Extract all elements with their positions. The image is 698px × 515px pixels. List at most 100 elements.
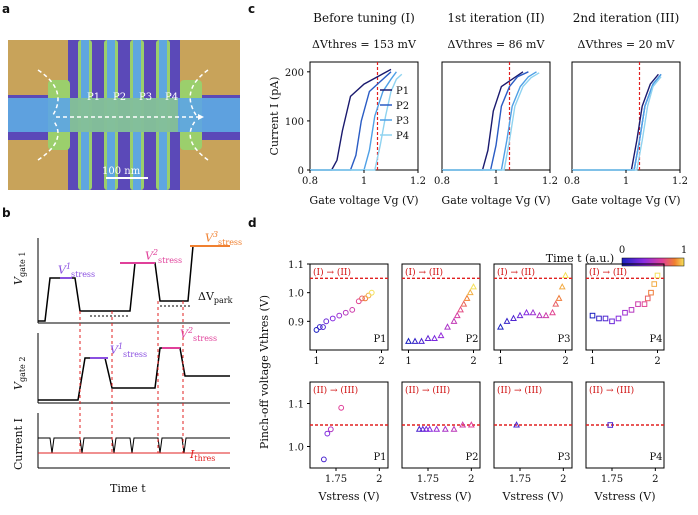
plot-c-ytick-label: 0 bbox=[298, 166, 304, 177]
gate2-stress2-label: V2stress bbox=[180, 326, 218, 343]
panel-letter-a: a bbox=[2, 2, 11, 16]
plot-d-ytick-label: 1.1 bbox=[288, 260, 304, 271]
plot-d-xtick-label: 1.75 bbox=[509, 474, 531, 485]
plot-c1-series-P3 bbox=[310, 71, 397, 171]
gate1-trace bbox=[38, 245, 230, 322]
plot-d-gate-label: P4 bbox=[649, 452, 662, 463]
plot-d-xtick-label: 1 bbox=[405, 356, 411, 367]
plot-d-xtick-label: 1.75 bbox=[601, 474, 623, 485]
plot-d-r1c2-frame bbox=[401, 263, 481, 351]
scale-bar-label: 100 nm bbox=[102, 166, 141, 177]
plot-d-xlabel: Vstress (V) bbox=[593, 490, 655, 503]
data-point bbox=[450, 425, 458, 432]
data-point bbox=[359, 295, 365, 302]
plot-c1-delta: ΔVthres = 153 mV bbox=[312, 38, 417, 51]
plot-c2-series-P2 bbox=[442, 71, 529, 171]
plot-c3-series-P2 bbox=[572, 73, 662, 171]
plot-d-xlabel: Vstress (V) bbox=[409, 490, 471, 503]
data-point bbox=[596, 315, 602, 322]
legend-label-P1: P1 bbox=[396, 86, 409, 97]
data-point bbox=[654, 272, 661, 279]
data-point bbox=[644, 295, 651, 302]
data-point bbox=[542, 311, 550, 319]
plot-d-gate-label: P1 bbox=[373, 334, 386, 345]
dv-park-label: ΔVpark bbox=[198, 290, 233, 306]
plot-d-gate-label: P2 bbox=[465, 452, 478, 463]
data-point bbox=[460, 300, 468, 307]
data-point bbox=[433, 425, 441, 432]
plot-c2-delta: ΔVthres = 86 mV bbox=[448, 38, 546, 51]
data-point bbox=[558, 283, 566, 290]
plot-c3-title: 2nd iteration (III) bbox=[573, 11, 680, 25]
plot-d-tag: (II) → (III) bbox=[589, 385, 634, 396]
data-point bbox=[628, 307, 635, 313]
data-point bbox=[562, 271, 569, 278]
gate-label-p3: P3 bbox=[139, 92, 153, 103]
plot-c2-title: 1st iteration (II) bbox=[447, 11, 544, 25]
data-point bbox=[405, 337, 412, 344]
gate1-axis-label: Vgate 1 bbox=[12, 251, 28, 285]
data-point bbox=[463, 294, 471, 301]
plot-c1-series-P1 bbox=[310, 68, 392, 171]
data-point bbox=[426, 425, 434, 432]
legend-label-P3: P3 bbox=[396, 116, 409, 127]
plot-c1-title: Before tuning (I) bbox=[313, 11, 415, 25]
panel-d-plots: Time t (a.u.) 0 1 (I) → (II) P1 1 2 0.9 1.0 1.1 (I… bbox=[258, 245, 687, 503]
gate2-stress1-label: V1stress bbox=[110, 342, 148, 359]
current-trace bbox=[38, 437, 230, 454]
plot-d-xtick-label: 2 bbox=[562, 356, 568, 367]
gate1-stress1-label: V1stress bbox=[58, 262, 96, 279]
data-point bbox=[450, 317, 458, 324]
plot-d-xtick-label: 1.75 bbox=[417, 474, 439, 485]
plot-d-tag: (I) → (II) bbox=[313, 267, 351, 278]
plot-d-xtick-label: 2 bbox=[652, 474, 658, 485]
plot-d-xlabel: Vstress (V) bbox=[501, 490, 563, 503]
data-point bbox=[444, 323, 451, 330]
plot-d-xtick-label: 2 bbox=[654, 356, 660, 367]
plot-c3-series-P3 bbox=[572, 73, 662, 171]
data-point bbox=[516, 311, 524, 319]
data-point bbox=[466, 288, 474, 296]
data-point bbox=[437, 331, 445, 339]
plot-d-tag: (II) → (III) bbox=[405, 385, 450, 396]
data-point bbox=[467, 421, 475, 428]
data-point bbox=[323, 318, 330, 325]
plot-d-tag: (I) → (II) bbox=[497, 267, 535, 278]
data-point bbox=[513, 421, 520, 428]
data-point bbox=[362, 295, 369, 302]
plot-c-ytick-label: 100 bbox=[285, 117, 304, 128]
plot-d-gate-label: P3 bbox=[557, 452, 570, 463]
data-point bbox=[648, 289, 654, 296]
colorbar-label: Time t (a.u.) bbox=[546, 252, 614, 265]
plot-d-ytick-label: 1.0 bbox=[288, 443, 304, 454]
data-point bbox=[355, 298, 362, 305]
panel-letter-c: c bbox=[248, 2, 256, 16]
data-point bbox=[324, 430, 331, 437]
plot-d-xtick-label: 2 bbox=[376, 474, 382, 485]
data-point bbox=[641, 301, 648, 307]
plot-c2-xtick-label: 1.2 bbox=[542, 176, 558, 187]
plot-d-xtick-label: 2 bbox=[378, 356, 384, 367]
plot-c-ytick-label: 200 bbox=[285, 68, 304, 79]
data-point bbox=[589, 312, 596, 319]
plot-c2-xlabel: Gate voltage Vg (V) bbox=[441, 194, 550, 207]
plot-d-xtick-label: 1 bbox=[313, 356, 319, 367]
plot-c2-frame bbox=[441, 61, 551, 171]
plot-d-ytick-label: 1.0 bbox=[288, 289, 304, 300]
data-point bbox=[418, 337, 425, 344]
plot-d-r1c1-frame bbox=[309, 263, 389, 351]
plot-d-r1c3-frame bbox=[493, 263, 573, 351]
plot-c2-xtick-label: 1 bbox=[493, 176, 499, 187]
data-point bbox=[368, 289, 375, 296]
current-axis-label: Current I bbox=[12, 418, 25, 470]
plot-d-tag: (I) → (II) bbox=[405, 267, 443, 278]
legend-label-P2: P2 bbox=[396, 101, 409, 112]
plot-c2-xtick-label: 0.8 bbox=[434, 176, 450, 187]
data-point bbox=[415, 425, 423, 432]
data-point bbox=[503, 317, 511, 324]
data-point bbox=[424, 334, 432, 342]
time-axis-label: Time t bbox=[110, 482, 146, 495]
colorbar-max: 1 bbox=[681, 245, 687, 256]
data-point bbox=[320, 456, 327, 463]
plot-c1-series-P2 bbox=[310, 71, 392, 171]
